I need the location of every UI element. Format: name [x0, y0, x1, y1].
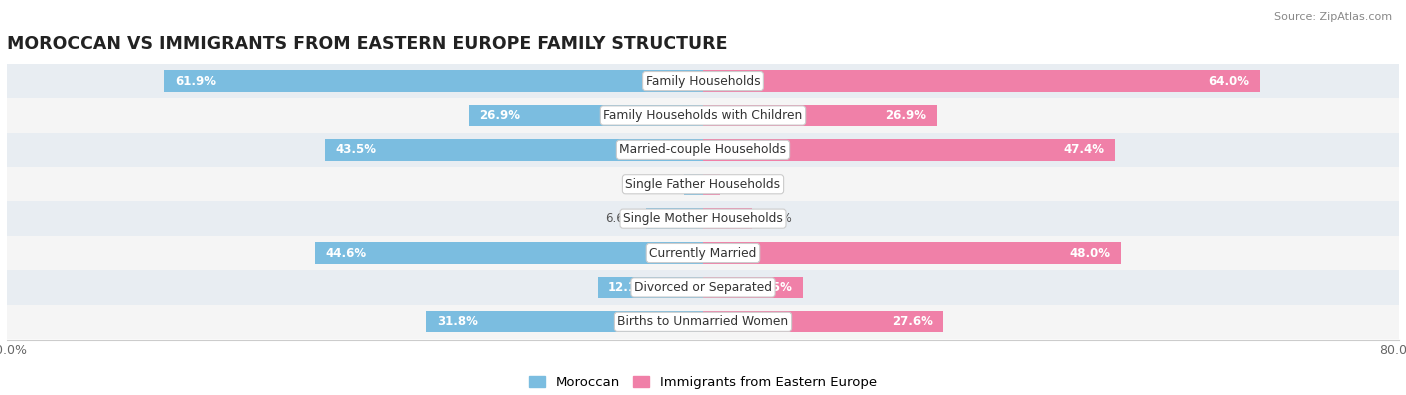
Text: 43.5%: 43.5%: [335, 143, 375, 156]
Text: 26.9%: 26.9%: [479, 109, 520, 122]
Bar: [7, 98, 1399, 133]
Bar: [683, 173, 703, 195]
Text: Family Households with Children: Family Households with Children: [603, 109, 803, 122]
Bar: [703, 277, 803, 298]
Bar: [645, 208, 703, 229]
Text: MOROCCAN VS IMMIGRANTS FROM EASTERN EUROPE FAMILY STRUCTURE: MOROCCAN VS IMMIGRANTS FROM EASTERN EURO…: [7, 35, 727, 53]
Bar: [7, 167, 1399, 201]
Bar: [7, 133, 1399, 167]
Bar: [7, 305, 1399, 339]
Text: 26.9%: 26.9%: [886, 109, 927, 122]
Bar: [703, 105, 936, 126]
Bar: [315, 243, 703, 264]
Text: 47.4%: 47.4%: [1064, 143, 1105, 156]
Text: Married-couple Households: Married-couple Households: [620, 143, 786, 156]
Text: Family Households: Family Households: [645, 75, 761, 88]
Bar: [598, 277, 703, 298]
Text: 27.6%: 27.6%: [891, 315, 932, 328]
Text: 6.6%: 6.6%: [605, 212, 636, 225]
Text: 64.0%: 64.0%: [1208, 75, 1250, 88]
Text: 5.6%: 5.6%: [762, 212, 792, 225]
Text: Source: ZipAtlas.com: Source: ZipAtlas.com: [1274, 12, 1392, 22]
Bar: [703, 139, 1115, 160]
Bar: [703, 311, 943, 333]
Text: 11.5%: 11.5%: [752, 281, 793, 294]
Bar: [7, 236, 1399, 270]
Text: 12.1%: 12.1%: [609, 281, 650, 294]
Text: Single Mother Households: Single Mother Households: [623, 212, 783, 225]
Bar: [703, 243, 1121, 264]
Text: Single Father Households: Single Father Households: [626, 178, 780, 191]
Bar: [7, 64, 1399, 98]
Bar: [165, 70, 703, 92]
Bar: [703, 173, 720, 195]
Bar: [426, 311, 703, 333]
Text: 2.2%: 2.2%: [644, 178, 673, 191]
Bar: [703, 208, 752, 229]
Bar: [470, 105, 703, 126]
Text: Currently Married: Currently Married: [650, 246, 756, 260]
Text: Divorced or Separated: Divorced or Separated: [634, 281, 772, 294]
Bar: [7, 201, 1399, 236]
Text: 31.8%: 31.8%: [437, 315, 478, 328]
Text: 61.9%: 61.9%: [174, 75, 217, 88]
Legend: Moroccan, Immigrants from Eastern Europe: Moroccan, Immigrants from Eastern Europe: [524, 371, 882, 394]
Text: 44.6%: 44.6%: [325, 246, 367, 260]
Bar: [325, 139, 703, 160]
Text: 2.0%: 2.0%: [731, 178, 761, 191]
Bar: [703, 70, 1260, 92]
Bar: [7, 270, 1399, 305]
Text: 48.0%: 48.0%: [1069, 246, 1111, 260]
Text: Births to Unmarried Women: Births to Unmarried Women: [617, 315, 789, 328]
